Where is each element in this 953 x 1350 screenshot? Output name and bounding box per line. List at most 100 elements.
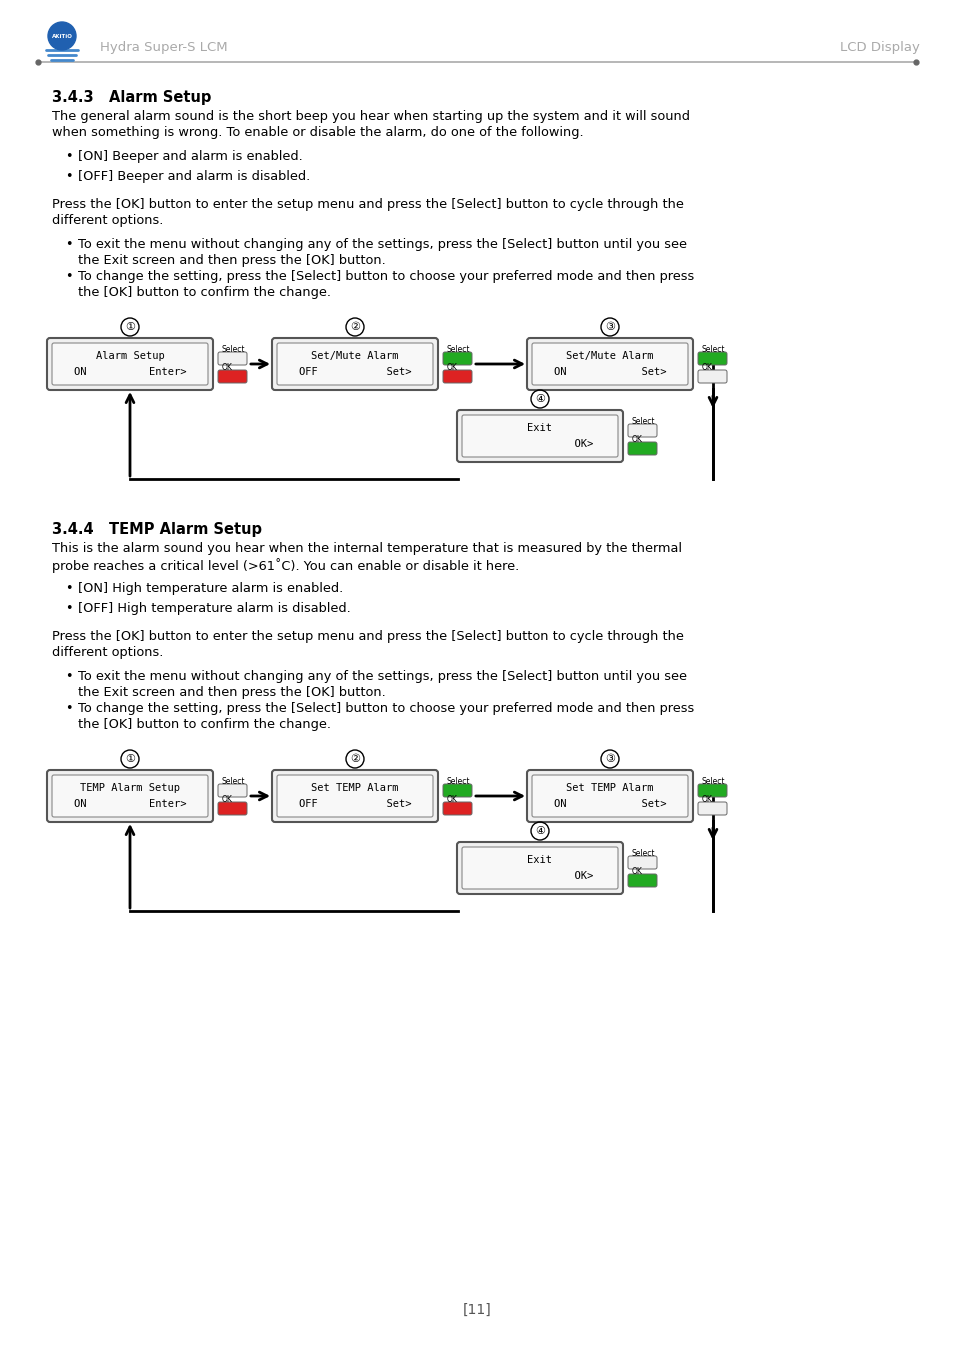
Text: Select: Select xyxy=(700,346,724,355)
Text: To change the setting, press the [Select] button to choose your preferred mode a: To change the setting, press the [Select… xyxy=(78,702,694,716)
FancyBboxPatch shape xyxy=(526,769,692,822)
Text: ④: ④ xyxy=(535,826,544,836)
Text: [11]: [11] xyxy=(462,1303,491,1318)
FancyBboxPatch shape xyxy=(442,370,472,383)
Text: Press the [OK] button to enter the setup menu and press the [Select] button to c: Press the [OK] button to enter the setup… xyxy=(52,630,683,643)
Text: Select: Select xyxy=(221,346,245,355)
Text: The general alarm sound is the short beep you hear when starting up the system a: The general alarm sound is the short bee… xyxy=(52,109,689,123)
FancyBboxPatch shape xyxy=(698,370,726,383)
Text: To change the setting, press the [Select] button to choose your preferred mode a: To change the setting, press the [Select… xyxy=(78,270,694,284)
FancyBboxPatch shape xyxy=(276,343,433,385)
FancyBboxPatch shape xyxy=(272,769,437,822)
FancyBboxPatch shape xyxy=(218,784,247,796)
Text: •: • xyxy=(65,670,72,683)
FancyBboxPatch shape xyxy=(218,802,247,815)
FancyBboxPatch shape xyxy=(627,424,657,437)
Text: Select: Select xyxy=(221,778,245,787)
Text: different options.: different options. xyxy=(52,215,163,227)
Text: Set/Mute Alarm: Set/Mute Alarm xyxy=(311,351,398,360)
Text: ③: ③ xyxy=(604,323,615,332)
FancyBboxPatch shape xyxy=(461,414,618,458)
Text: ON          Enter>: ON Enter> xyxy=(73,799,186,809)
FancyBboxPatch shape xyxy=(532,775,687,817)
Text: the Exit screen and then press the [OK] button.: the Exit screen and then press the [OK] … xyxy=(78,254,385,267)
Text: different options.: different options. xyxy=(52,647,163,659)
Text: ON          Enter>: ON Enter> xyxy=(73,367,186,377)
Text: •: • xyxy=(65,270,72,284)
FancyBboxPatch shape xyxy=(276,775,433,817)
Text: OK: OK xyxy=(447,795,457,805)
FancyBboxPatch shape xyxy=(627,856,657,869)
Text: Set/Mute Alarm: Set/Mute Alarm xyxy=(566,351,653,360)
Text: OK: OK xyxy=(447,363,457,373)
Text: Hydra Super-S LCM: Hydra Super-S LCM xyxy=(100,42,228,54)
FancyBboxPatch shape xyxy=(456,842,622,894)
Text: OK: OK xyxy=(631,436,642,444)
FancyBboxPatch shape xyxy=(526,338,692,390)
Text: [ON] High temperature alarm is enabled.: [ON] High temperature alarm is enabled. xyxy=(78,582,343,595)
Text: ON            Set>: ON Set> xyxy=(553,367,665,377)
Text: TEMP Alarm Setup: TEMP Alarm Setup xyxy=(80,783,180,792)
FancyBboxPatch shape xyxy=(456,410,622,462)
FancyBboxPatch shape xyxy=(627,441,657,455)
Text: ②: ② xyxy=(350,755,359,764)
FancyBboxPatch shape xyxy=(442,352,472,365)
Text: probe reaches a critical level (>61˚C). You can enable or disable it here.: probe reaches a critical level (>61˚C). … xyxy=(52,558,518,572)
Text: 3.4.4   TEMP Alarm Setup: 3.4.4 TEMP Alarm Setup xyxy=(52,522,262,537)
Text: [OFF] Beeper and alarm is disabled.: [OFF] Beeper and alarm is disabled. xyxy=(78,170,310,184)
Text: To exit the menu without changing any of the settings, press the [Select] button: To exit the menu without changing any of… xyxy=(78,670,686,683)
FancyBboxPatch shape xyxy=(218,370,247,383)
Text: Set TEMP Alarm: Set TEMP Alarm xyxy=(311,783,398,792)
Text: Select: Select xyxy=(631,849,654,859)
Text: ②: ② xyxy=(350,323,359,332)
Text: [OFF] High temperature alarm is disabled.: [OFF] High temperature alarm is disabled… xyxy=(78,602,351,616)
FancyBboxPatch shape xyxy=(698,352,726,365)
Text: OK: OK xyxy=(631,868,642,876)
Text: OK: OK xyxy=(222,363,233,373)
Text: OFF           Set>: OFF Set> xyxy=(298,799,411,809)
Text: •: • xyxy=(65,238,72,251)
Text: This is the alarm sound you hear when the internal temperature that is measured : This is the alarm sound you hear when th… xyxy=(52,541,681,555)
Text: OK: OK xyxy=(701,795,712,805)
Text: OK: OK xyxy=(222,795,233,805)
Text: when something is wrong. To enable or disable the alarm, do one of the following: when something is wrong. To enable or di… xyxy=(52,126,583,139)
Text: ④: ④ xyxy=(535,394,544,404)
Text: OK>: OK> xyxy=(486,871,593,882)
FancyBboxPatch shape xyxy=(442,784,472,796)
Text: Alarm Setup: Alarm Setup xyxy=(95,351,164,360)
Text: Select: Select xyxy=(700,778,724,787)
FancyBboxPatch shape xyxy=(47,769,213,822)
Text: Select: Select xyxy=(446,346,469,355)
FancyBboxPatch shape xyxy=(272,338,437,390)
Text: Select: Select xyxy=(631,417,654,427)
Circle shape xyxy=(48,22,76,50)
Text: ON            Set>: ON Set> xyxy=(553,799,665,809)
FancyBboxPatch shape xyxy=(442,802,472,815)
Text: 3.4.3   Alarm Setup: 3.4.3 Alarm Setup xyxy=(52,90,212,105)
FancyBboxPatch shape xyxy=(698,784,726,796)
Text: Exit: Exit xyxy=(527,855,552,865)
Text: OFF           Set>: OFF Set> xyxy=(298,367,411,377)
Text: the [OK] button to confirm the change.: the [OK] button to confirm the change. xyxy=(78,286,331,298)
Text: •: • xyxy=(65,170,72,184)
FancyBboxPatch shape xyxy=(627,873,657,887)
FancyBboxPatch shape xyxy=(532,343,687,385)
Text: Exit: Exit xyxy=(527,423,552,433)
Text: OK: OK xyxy=(701,363,712,373)
Text: Set TEMP Alarm: Set TEMP Alarm xyxy=(566,783,653,792)
Text: Select: Select xyxy=(446,778,469,787)
Text: To exit the menu without changing any of the settings, press the [Select] button: To exit the menu without changing any of… xyxy=(78,238,686,251)
FancyBboxPatch shape xyxy=(461,846,618,890)
Text: the [OK] button to confirm the change.: the [OK] button to confirm the change. xyxy=(78,718,331,730)
Text: ①: ① xyxy=(125,755,135,764)
Text: AKiTiO: AKiTiO xyxy=(51,34,72,39)
FancyBboxPatch shape xyxy=(47,338,213,390)
Text: OK>: OK> xyxy=(486,439,593,450)
Text: ①: ① xyxy=(125,323,135,332)
FancyBboxPatch shape xyxy=(52,343,208,385)
FancyBboxPatch shape xyxy=(52,775,208,817)
Text: •: • xyxy=(65,602,72,616)
Text: •: • xyxy=(65,582,72,595)
FancyBboxPatch shape xyxy=(218,352,247,365)
Text: [ON] Beeper and alarm is enabled.: [ON] Beeper and alarm is enabled. xyxy=(78,150,302,163)
